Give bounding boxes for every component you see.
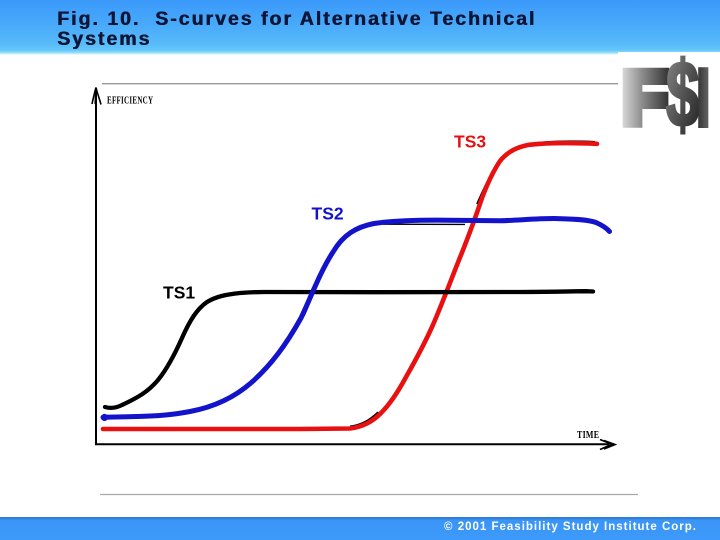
svg-text:$: $: [666, 42, 699, 147]
svg-text:TS1: TS1: [163, 283, 195, 303]
svg-text:TS3: TS3: [454, 132, 486, 152]
svg-text:TS2: TS2: [312, 204, 344, 224]
svg-text:I: I: [694, 48, 714, 146]
svg-text:TIME: TIME: [577, 429, 599, 440]
svg-text:EFFICIENCY: EFFICIENCY: [107, 94, 154, 106]
svg-text:F: F: [622, 57, 667, 140]
